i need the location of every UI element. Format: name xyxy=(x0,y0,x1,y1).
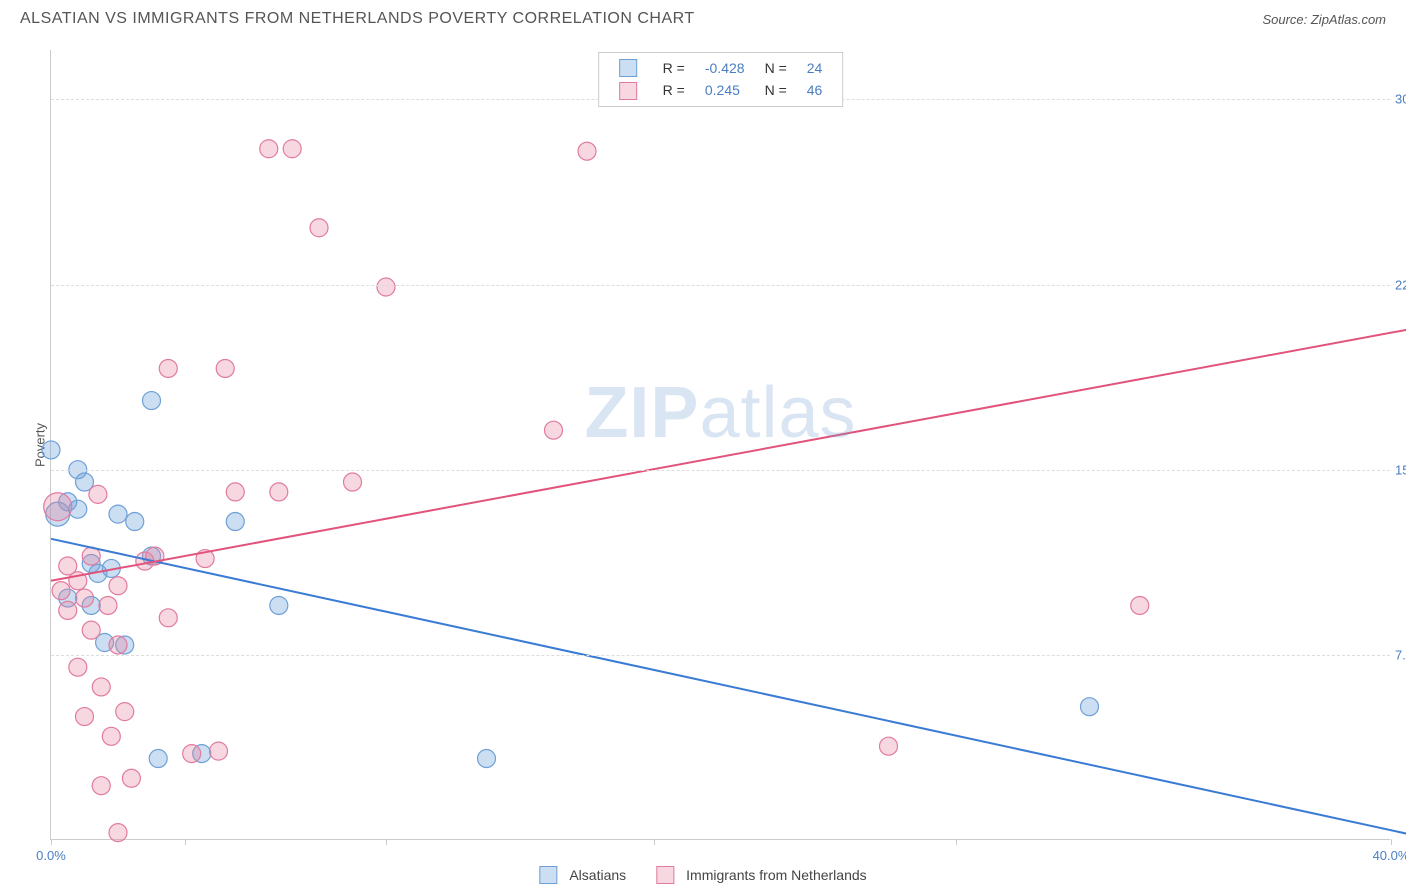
data-point xyxy=(42,441,60,459)
data-point xyxy=(216,359,234,377)
legend-r-value: 0.245 xyxy=(695,79,755,101)
data-point xyxy=(149,750,167,768)
data-point xyxy=(59,601,77,619)
data-point xyxy=(99,596,117,614)
trend-line xyxy=(51,327,1406,581)
chart-title: ALSATIAN VS IMMIGRANTS FROM NETHERLANDS … xyxy=(20,10,695,28)
x-tick-mark xyxy=(654,839,655,845)
chart-header: ALSATIAN VS IMMIGRANTS FROM NETHERLANDS … xyxy=(0,0,1406,34)
chart-svg xyxy=(51,50,1390,839)
y-tick-label: 22.5% xyxy=(1395,277,1406,292)
data-point xyxy=(226,513,244,531)
data-point xyxy=(344,473,362,491)
series-name: Immigrants from Netherlands xyxy=(686,867,867,883)
data-point xyxy=(545,421,563,439)
data-point xyxy=(102,727,120,745)
data-point xyxy=(283,140,301,158)
data-point xyxy=(880,737,898,755)
data-point xyxy=(183,745,201,763)
data-point xyxy=(578,142,596,160)
data-point xyxy=(92,777,110,795)
data-point xyxy=(76,589,94,607)
x-tick-mark xyxy=(386,839,387,845)
x-tick-label: 40.0% xyxy=(1373,848,1406,863)
data-point xyxy=(126,513,144,531)
data-point xyxy=(82,621,100,639)
data-point xyxy=(109,505,127,523)
legend-n-value: 24 xyxy=(797,57,833,79)
trend-line xyxy=(51,539,1406,838)
x-tick-mark xyxy=(1391,839,1392,845)
data-point xyxy=(377,278,395,296)
correlation-legend: R =-0.428N =24R =0.245N =46 xyxy=(598,52,844,107)
x-tick-mark xyxy=(956,839,957,845)
data-point xyxy=(109,636,127,654)
data-point xyxy=(89,485,107,503)
legend-row: R =-0.428N =24 xyxy=(609,57,833,79)
data-point xyxy=(260,140,278,158)
legend-n-value: 46 xyxy=(797,79,833,101)
data-point xyxy=(159,359,177,377)
gridline xyxy=(51,470,1390,471)
data-point xyxy=(1081,698,1099,716)
legend-r-label: R = xyxy=(653,57,695,79)
data-point xyxy=(109,824,127,842)
series-legend-item: Immigrants from Netherlands xyxy=(656,866,867,884)
data-point xyxy=(44,493,72,521)
legend-swatch xyxy=(619,59,637,77)
data-point xyxy=(122,769,140,787)
series-legend: Alsatians Immigrants from Netherlands xyxy=(539,866,866,884)
data-point xyxy=(76,708,94,726)
gridline xyxy=(51,655,1390,656)
plot-wrapper: Poverty R =-0.428N =24R =0.245N =46 ZIPa… xyxy=(50,50,1390,840)
y-tick-label: 30.0% xyxy=(1395,92,1406,107)
x-tick-mark xyxy=(51,839,52,845)
x-tick-mark xyxy=(185,839,186,845)
data-point xyxy=(270,596,288,614)
data-point xyxy=(1131,596,1149,614)
legend-r-value: -0.428 xyxy=(695,57,755,79)
data-point xyxy=(92,678,110,696)
y-tick-label: 15.0% xyxy=(1395,462,1406,477)
legend-r-label: R = xyxy=(653,79,695,101)
data-point xyxy=(226,483,244,501)
x-tick-label: 0.0% xyxy=(36,848,66,863)
legend-n-label: N = xyxy=(755,57,797,79)
source-label: Source: ZipAtlas.com xyxy=(1262,12,1386,27)
data-point xyxy=(270,483,288,501)
data-point xyxy=(310,219,328,237)
plot-area: R =-0.428N =24R =0.245N =46 ZIPatlas 7.5… xyxy=(50,50,1390,840)
data-point xyxy=(478,750,496,768)
data-point xyxy=(52,582,70,600)
legend-row: R =0.245N =46 xyxy=(609,79,833,101)
legend-swatch xyxy=(656,866,674,884)
gridline xyxy=(51,285,1390,286)
series-legend-item: Alsatians xyxy=(539,866,626,884)
legend-n-label: N = xyxy=(755,79,797,101)
legend-swatch xyxy=(619,82,637,100)
legend-swatch xyxy=(539,866,557,884)
data-point xyxy=(69,658,87,676)
data-point xyxy=(109,577,127,595)
y-tick-label: 7.5% xyxy=(1395,647,1406,662)
data-point xyxy=(159,609,177,627)
series-name: Alsatians xyxy=(569,867,626,883)
data-point xyxy=(210,742,228,760)
data-point xyxy=(116,703,134,721)
data-point xyxy=(143,392,161,410)
